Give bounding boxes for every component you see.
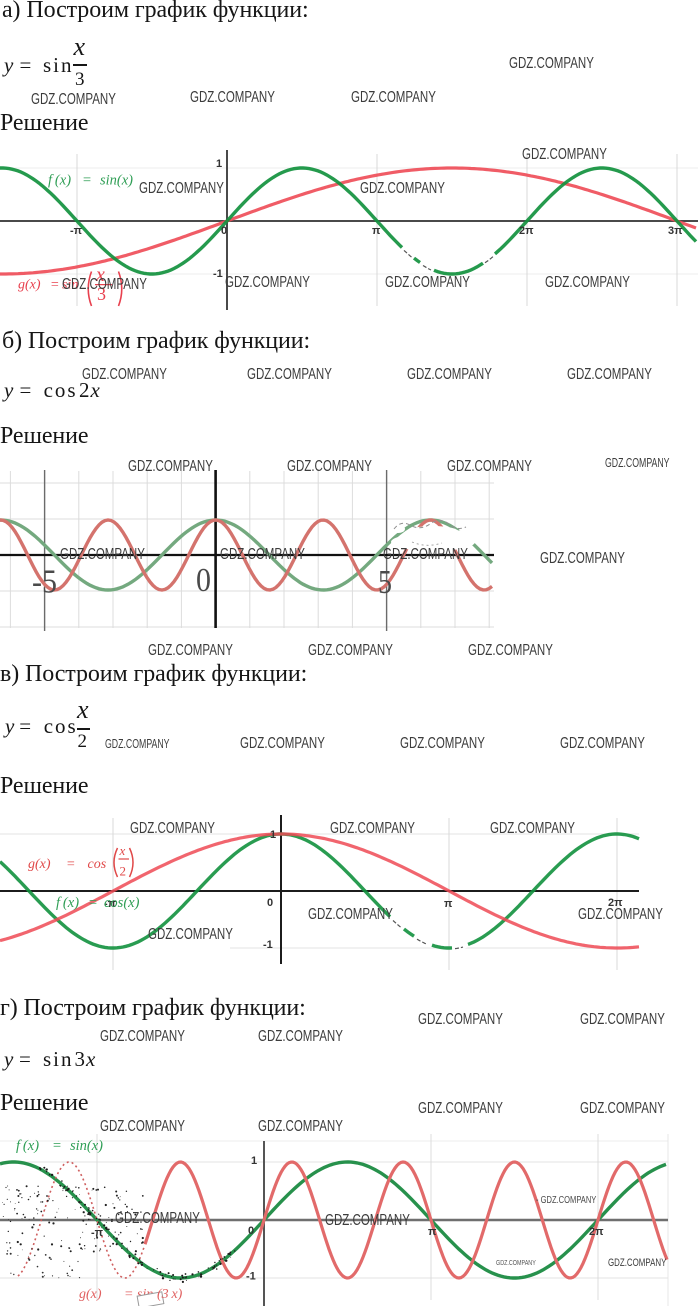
svg-text:0: 0: [196, 562, 211, 599]
svg-text:3: 3: [97, 284, 106, 304]
svg-text:0: 0: [267, 897, 273, 909]
svg-text:x: x: [95, 264, 105, 286]
svg-text:g(x): g(x): [79, 1287, 102, 1302]
svg-text:π: π: [444, 898, 453, 910]
svg-text:2: 2: [120, 864, 127, 879]
svg-text:cos(x): cos(x): [104, 895, 140, 911]
svg-text:-1: -1: [246, 1271, 256, 1283]
svg-text:g(x): g(x): [28, 857, 51, 872]
svg-text:1: 1: [270, 829, 276, 841]
svg-text:(3 x): (3 x): [157, 1287, 183, 1302]
svg-text:=: =: [50, 278, 59, 293]
svg-text:=: =: [88, 895, 98, 911]
svg-text:π: π: [428, 1226, 437, 1238]
svg-text:-1: -1: [213, 268, 223, 280]
svg-text:-π: -π: [70, 225, 83, 237]
svg-text:-5: -5: [32, 564, 57, 601]
svg-text:-π: -π: [91, 1227, 104, 1239]
svg-text:g(x): g(x): [18, 278, 41, 293]
svg-text:f (x): f (x): [56, 895, 79, 911]
svg-text:=: =: [52, 1138, 62, 1154]
svg-text:-π: -π: [104, 898, 117, 910]
svg-text:cos: cos: [88, 857, 107, 872]
svg-text:2π: 2π: [608, 897, 623, 909]
svg-text:sin(x): sin(x): [100, 173, 133, 189]
svg-text:-1: -1: [263, 939, 273, 951]
svg-text:2π: 2π: [589, 1226, 604, 1238]
svg-text:sin: sin: [62, 278, 78, 293]
svg-text:1: 1: [251, 1155, 257, 1167]
svg-text:x: x: [119, 843, 126, 858]
svg-text:0: 0: [248, 1225, 254, 1237]
svg-text:=: =: [66, 857, 75, 872]
svg-text:=: =: [124, 1287, 133, 1302]
svg-text:5: 5: [378, 564, 392, 601]
svg-text:0: 0: [221, 225, 227, 237]
svg-text:sin(x): sin(x): [70, 1138, 103, 1154]
svg-text:2π: 2π: [519, 225, 534, 237]
svg-text:1: 1: [216, 158, 222, 170]
svg-text:=: =: [82, 173, 92, 189]
svg-text:3π: 3π: [668, 225, 683, 237]
svg-text:f (x): f (x): [48, 173, 71, 189]
svg-text:f (x): f (x): [16, 1138, 39, 1154]
svg-text:π: π: [372, 225, 381, 237]
